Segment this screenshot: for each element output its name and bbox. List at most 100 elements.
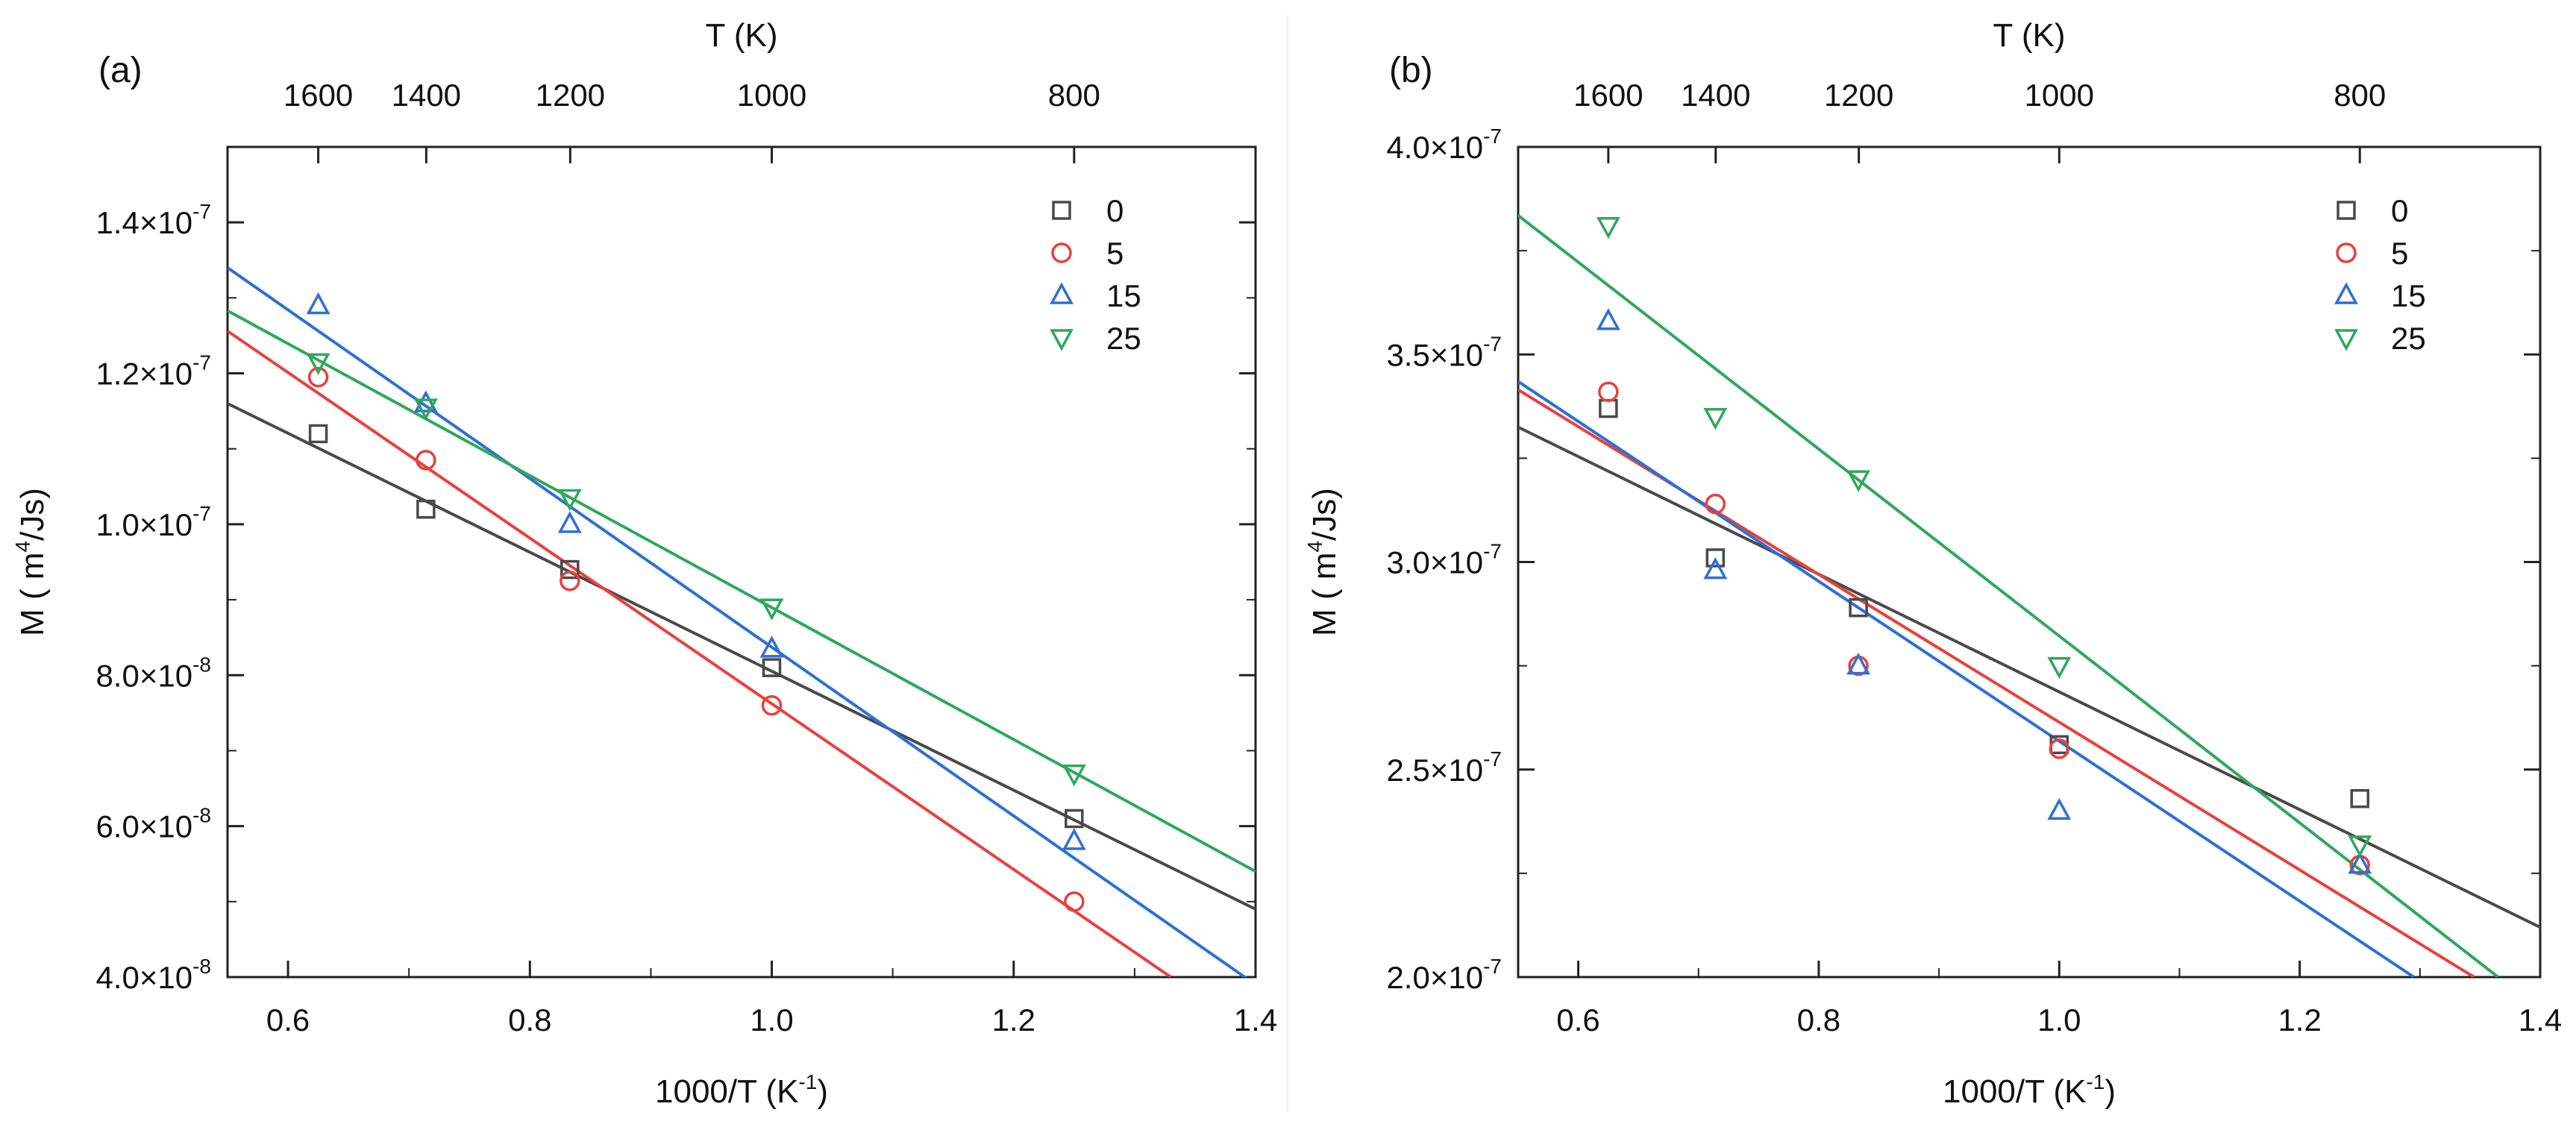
top-tick-label: 1400 [1681,78,1750,113]
y-axis-title: M ( m4/Js) [1303,488,1343,636]
top-tick-label: 1000 [2025,78,2094,113]
text-part: 1.2×10 [95,357,192,392]
top-axis-title: T (K) [1993,17,2066,54]
legend-marker-15 [2334,282,2358,304]
text-part: 1.4 [1234,1002,1277,1037]
text-part: -8 [192,955,211,978]
text-part: 1.2 [992,1002,1035,1037]
text-part: T (K) [1993,17,2066,54]
text-part: 800 [1048,78,1100,113]
data-point-15 [306,292,330,315]
text-part: 5 [2391,236,2408,271]
data-point-0 [560,559,580,580]
text-part: 0 [2391,193,2408,228]
text-part: -7 [1483,955,1502,978]
legend-label: 0 [2391,193,2408,228]
fit-line-25 [228,309,1256,873]
data-point-15 [1846,652,1871,675]
top-tick-label: 1600 [1573,78,1643,113]
fit-line-15 [1518,380,2415,977]
text-part: -7 [1483,540,1502,563]
text-part: T (K) [706,17,778,54]
text-part: 1000/T (K [1943,1073,2086,1110]
legend-label: 25 [1106,321,1141,356]
data-point-5 [307,366,329,388]
text-part: 2.0×10 [1386,960,1483,995]
text-part: 8.0×10 [95,658,192,693]
text-part: -7 [192,502,211,525]
fit-lines [228,266,1256,977]
x-tick-label: 1.0 [750,1002,793,1037]
data-point-0 [1705,548,1726,568]
x-axis-title: 1000/T (K-1) [1943,1070,2116,1110]
legend-marker-25 [2334,329,2358,351]
text-part: 0.8 [1797,1002,1840,1037]
fit-line-0 [1518,425,2540,929]
text-part: /Js) [1306,488,1343,541]
plot-frame [226,145,1257,979]
data-point-5 [560,571,580,591]
legend-label: 5 [1106,236,1124,271]
data-point-25 [557,489,582,512]
data-point-25 [1846,470,1871,492]
data-point-0 [2350,788,2369,809]
text-part: M ( m [1306,553,1343,636]
text-part: 4 [1303,541,1326,553]
legend: 0 5 15 25 [1050,193,1141,356]
y-tick-label: 6.0×10-8 [95,804,211,844]
fit-line-5 [228,330,1172,977]
y-tick-label: 3.0×10-7 [1386,540,1502,580]
text-part: 1600 [283,78,353,113]
text-part: 1600 [1573,78,1643,113]
data-point-5 [1598,381,1619,403]
text-part: -7 [1483,125,1502,148]
legend-label: 0 [1106,193,1124,228]
y-tick-label: 2.0×10-7 [1386,955,1502,995]
data-point-0 [1065,809,1084,829]
data-point-25 [1062,765,1086,787]
text-part: 800 [2334,78,2386,113]
top-tick-label: 800 [2334,78,2386,113]
data-point-15 [413,390,438,412]
text-part: 4 [11,541,34,553]
legend-marker-15 [1050,282,1074,304]
y-tick-label: 3.5×10-7 [1386,332,1502,372]
x-tick-label: 0.8 [508,1002,551,1037]
data-point-5 [1705,493,1726,515]
y-tick-label: 1.0×10-7 [95,502,211,542]
legend-marker-5 [1051,242,1072,263]
data-point-5 [2049,738,2070,759]
text-part: 15 [2391,278,2426,313]
text-part: 25 [2391,321,2426,356]
legend-marker-0 [2337,201,2356,220]
top-tick-label: 800 [1048,78,1100,113]
text-part: 1000 [737,78,806,113]
data-point-15 [2047,797,2072,820]
panel-label: (b) [1389,51,1433,90]
x-tick-label: 1.0 [2037,1002,2081,1037]
text-part: M ( m [14,553,51,636]
x-tick-label: 1.4 [1234,1002,1277,1037]
data-point-15 [1703,556,1728,580]
text-part: 6.0×10 [95,809,192,844]
text-part: -7 [192,200,211,223]
y-tick-label: 1.2×10-7 [95,351,211,392]
data-point-25 [2047,656,2072,679]
fit-line-15 [228,266,1247,977]
data-point-0 [1599,398,1618,418]
x-tick-label: 0.8 [1797,1002,1840,1037]
data-point-15 [1596,308,1620,330]
y-tick-label: 8.0×10-8 [95,653,211,693]
data-point-25 [413,398,438,421]
text-part: 3.5×10 [1386,337,1483,372]
text-part: -1 [798,1070,817,1093]
data-point-25 [306,353,330,376]
top-tick-label: 1200 [1824,78,1893,113]
text-part: 1200 [1824,78,1893,113]
fit-line-25 [1518,214,2499,977]
text-part: -7 [1483,332,1502,355]
top-tick-label: 1200 [536,78,605,113]
text-part: -8 [192,653,211,676]
